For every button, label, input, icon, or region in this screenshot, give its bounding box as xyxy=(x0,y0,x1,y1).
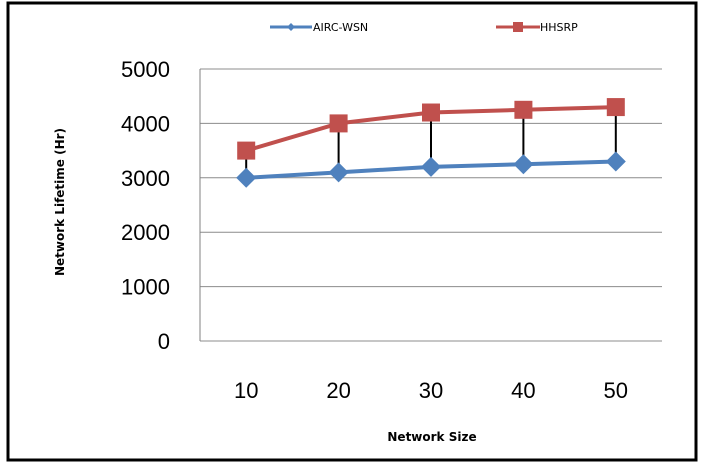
x-tick-label: 10 xyxy=(234,378,258,403)
x-axis-title: Network Size xyxy=(387,430,476,444)
legend: AIRC-WSN HHSRP xyxy=(270,21,578,34)
y-tick-label: 5000 xyxy=(121,57,170,82)
y-axis-title: Network Lifetime (Hr) xyxy=(53,128,67,276)
data-point-hhsrp xyxy=(606,98,625,117)
x-tick-label: 40 xyxy=(511,378,535,403)
legend-label-hhsrp: HHSRP xyxy=(540,21,578,34)
data-point-airc-wsn xyxy=(605,151,626,172)
data-point-hhsrp xyxy=(422,103,440,122)
series-hhsrp xyxy=(237,98,625,160)
legend-label-airc-wsn: AIRC-WSN xyxy=(313,21,368,34)
series-layer xyxy=(236,98,626,188)
y-tick-label: 1000 xyxy=(121,275,170,300)
x-tick-label: 30 xyxy=(419,378,443,403)
legend-marker-square xyxy=(513,22,523,32)
data-point-hhsrp xyxy=(237,141,256,160)
data-point-airc-wsn xyxy=(328,162,349,183)
legend-marker-diamond xyxy=(287,23,295,31)
y-tick-label: 4000 xyxy=(121,111,170,136)
legend-item-hhsrp: HHSRP xyxy=(496,21,578,34)
y-tick-label: 2000 xyxy=(121,220,170,245)
data-point-hhsrp xyxy=(329,114,348,133)
series-airc-wsn xyxy=(236,151,626,188)
y-tick-labels: 0 1000 2000 3000 4000 5000 xyxy=(121,57,170,354)
x-tick-labels: 10 20 30 40 50 xyxy=(234,378,628,403)
data-point-airc-wsn xyxy=(236,167,257,188)
y-tick-label: 0 xyxy=(158,329,170,354)
x-tick-label: 50 xyxy=(604,378,628,403)
data-point-airc-wsn xyxy=(513,154,534,175)
x-tick-label: 20 xyxy=(326,378,350,403)
chart-border xyxy=(6,1,698,462)
data-point-airc-wsn xyxy=(421,156,441,177)
y-tick-label: 3000 xyxy=(121,166,170,191)
legend-item-airc-wsn: AIRC-WSN xyxy=(270,21,368,34)
data-point-hhsrp xyxy=(514,100,533,119)
